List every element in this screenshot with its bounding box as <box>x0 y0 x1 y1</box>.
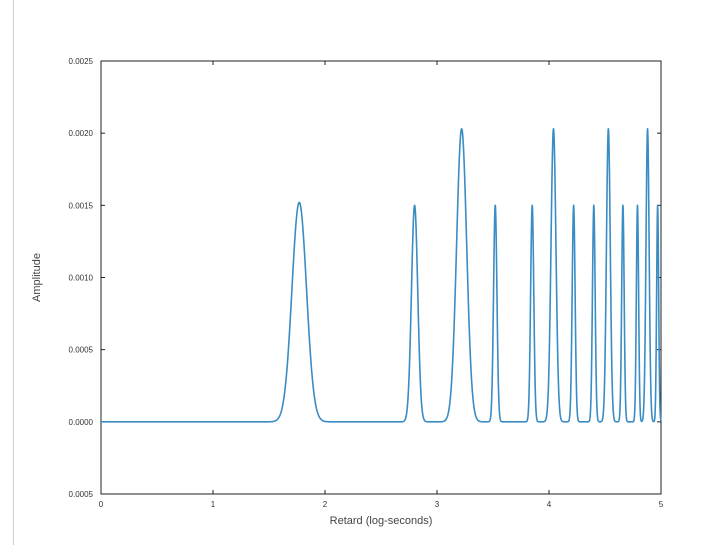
y-tick-label: 0.0000 <box>69 418 94 427</box>
x-tick-label: 3 <box>435 500 440 509</box>
y-tick-label: 0.0015 <box>69 201 94 210</box>
x-tick-label: 0 <box>99 500 104 509</box>
tick-labels: 0 1 2 3 4 5 0.0005 0.0000 0.0005 0.0010 0.0015 0.00… <box>69 57 664 509</box>
axis-ticks <box>100 60 662 495</box>
y-axis-label: Amplitude <box>31 253 43 302</box>
y-tick-label: 0.0020 <box>69 129 94 138</box>
amplitude-line <box>100 128 662 423</box>
y-tick-label: 0.0005 <box>69 346 94 355</box>
series-amplitude <box>100 128 662 423</box>
y-tick-label: 0.0010 <box>69 274 94 283</box>
x-tick-label: 1 <box>211 500 216 509</box>
plot-frame <box>100 60 662 495</box>
y-tick-label: 0.0005 <box>69 490 94 499</box>
x-axis-label: Retard (log-seconds) <box>330 515 433 527</box>
left-divider <box>13 0 14 545</box>
x-tick-label: 2 <box>323 500 328 509</box>
plot-border <box>100 60 662 495</box>
x-tick-label: 4 <box>547 500 552 509</box>
y-tick-label: 0.0025 <box>69 57 94 66</box>
x-tick-label: 5 <box>659 500 664 509</box>
